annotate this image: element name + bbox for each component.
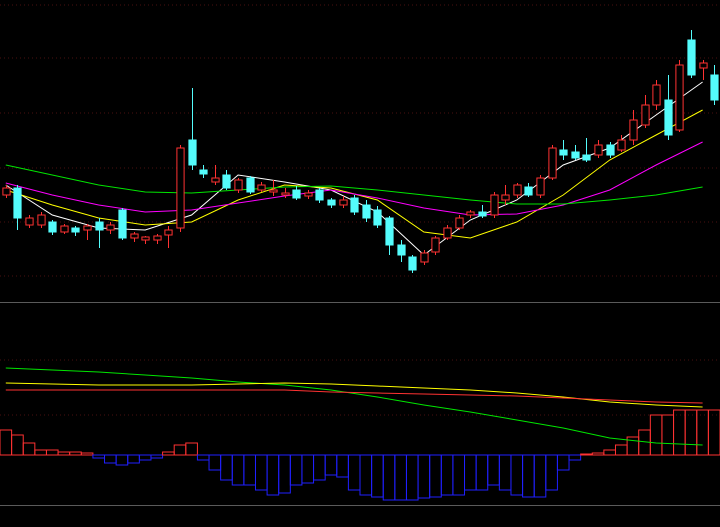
average-line xyxy=(5,164,703,205)
candle-body xyxy=(257,184,266,191)
candle-body xyxy=(199,169,208,175)
candle-body xyxy=(188,139,197,166)
candle-body xyxy=(362,204,371,219)
candle-body xyxy=(222,174,231,189)
candle-body xyxy=(652,84,661,106)
candle-body xyxy=(513,184,522,196)
candle-body xyxy=(594,144,603,156)
candle-body xyxy=(699,62,708,69)
candle-body xyxy=(153,235,162,241)
candle-body xyxy=(130,233,139,239)
average-line xyxy=(5,367,703,446)
candle-body xyxy=(281,192,290,196)
candle-body xyxy=(95,221,104,231)
candle-body xyxy=(176,147,185,229)
candle-body xyxy=(13,187,22,219)
candle-body xyxy=(304,192,313,197)
macd-bar xyxy=(580,453,593,456)
candle-body xyxy=(431,237,440,253)
candle-body xyxy=(641,104,650,126)
candle-body xyxy=(408,256,417,271)
candle-body xyxy=(315,189,324,201)
candle-body xyxy=(548,147,557,179)
candle-body xyxy=(478,211,487,217)
candle-body xyxy=(606,144,615,156)
candle-body xyxy=(443,227,452,239)
candle-body xyxy=(141,236,150,241)
candle-body xyxy=(466,211,475,216)
candle-body xyxy=(617,139,626,151)
candle-body xyxy=(106,224,115,231)
candle-body xyxy=(536,177,545,196)
candle-body xyxy=(373,209,382,226)
candle-body xyxy=(524,186,533,196)
candle-body xyxy=(48,221,57,233)
candle-body xyxy=(211,177,220,183)
candle-body xyxy=(350,197,359,213)
candle-body xyxy=(246,177,255,193)
candle-body xyxy=(292,189,301,199)
candle-body xyxy=(234,179,243,191)
macd-bar xyxy=(545,454,558,491)
candle-body xyxy=(327,199,336,206)
candle-body xyxy=(83,225,92,231)
candle-body xyxy=(25,217,34,226)
average-line xyxy=(5,389,703,404)
macd-bar xyxy=(568,454,582,461)
candle-body xyxy=(385,217,394,246)
macd-bar xyxy=(556,454,570,471)
candle-body xyxy=(455,217,464,229)
candle-body xyxy=(420,252,429,263)
candle-body xyxy=(339,199,348,206)
candle-body xyxy=(710,74,719,101)
candle-body xyxy=(60,225,69,233)
candle-body xyxy=(664,99,673,136)
candle-body xyxy=(571,151,580,159)
candle-body xyxy=(490,194,499,216)
candle-body xyxy=(675,64,684,131)
candle-body xyxy=(501,194,510,201)
candle-body xyxy=(164,229,173,236)
candle-body xyxy=(37,214,46,226)
macd-bar xyxy=(22,442,36,456)
macd-bar xyxy=(185,442,198,456)
candle-body xyxy=(397,244,406,256)
candle-body xyxy=(2,187,11,196)
macd-bar xyxy=(150,454,164,459)
macd-bar xyxy=(80,452,94,456)
average-line xyxy=(5,141,703,216)
candle-body xyxy=(629,119,638,141)
candle-body xyxy=(71,227,80,233)
candle-body xyxy=(687,39,696,76)
candle-body xyxy=(118,209,127,239)
candle-body xyxy=(269,189,278,193)
candle-body xyxy=(559,149,568,156)
candle-body xyxy=(582,154,591,161)
